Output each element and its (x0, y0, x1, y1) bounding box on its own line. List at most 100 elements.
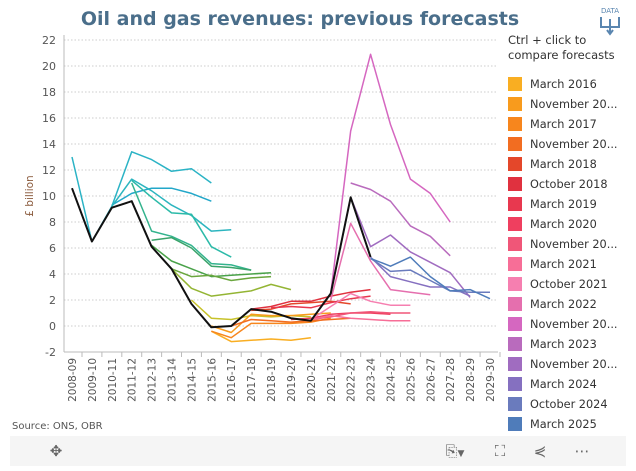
y-tick-label: 16 (42, 112, 56, 125)
fullscreen-icon: ⛶ (494, 442, 506, 460)
legend-swatch (508, 337, 522, 351)
legend-label: March 2018 (530, 157, 597, 171)
series-line-older-forecast (71, 151, 212, 243)
legend-item[interactable]: March 2016 (508, 74, 618, 94)
series-line-march-2024 (370, 256, 471, 297)
legend-item[interactable]: November 20... (508, 134, 618, 154)
legend-label: March 2020 (530, 217, 597, 231)
x-tick-label: 2025-26 (405, 358, 417, 402)
legend-item[interactable]: March 2018 (508, 154, 618, 174)
legend-label: November 20... (530, 237, 618, 251)
legend-label: March 2021 (530, 257, 597, 271)
series-line-november-20- (349, 197, 471, 298)
legend-label: November 20... (530, 317, 618, 331)
legend-swatch (508, 297, 522, 311)
x-tick-label: 2011-12 (127, 358, 139, 402)
x-tick-label: 2026-27 (425, 358, 437, 402)
legend-label: November 20... (530, 137, 618, 151)
legend-label: March 2025 (530, 417, 597, 431)
legend-label: March 2024 (530, 377, 597, 391)
legend-label: November 20... (530, 97, 618, 111)
tableau-logo-icon[interactable]: ✥ (49, 442, 63, 460)
chart-title: Oil and gas revenues: previous forecasts (80, 8, 520, 30)
legend-label: March 2019 (530, 197, 597, 211)
source-note: Source: ONS, OBR (12, 421, 103, 432)
legend-item[interactable]: March 2019 (508, 194, 618, 214)
legend-item[interactable]: March 2022 (508, 294, 618, 314)
x-tick-label: 2027-28 (445, 358, 457, 402)
chevron-down-icon: ▼ (457, 449, 465, 459)
y-axis-label: £ billion (24, 175, 36, 216)
series-line-october-2021 (310, 292, 411, 321)
legend-swatch (508, 217, 522, 231)
legend-swatch (508, 117, 522, 131)
share-icon: ⋞ (533, 442, 547, 460)
series-line-older-forecast (171, 268, 272, 282)
x-tick-label: 2008-09 (67, 358, 79, 402)
legend-swatch (508, 197, 522, 211)
legend-label: March 2016 (530, 77, 597, 91)
legend-swatch (508, 417, 522, 431)
legend-label: October 2018 (530, 177, 608, 191)
legend-swatch (508, 277, 522, 291)
legend-item[interactable]: November 20... (508, 94, 618, 114)
y-tick-label: 8 (49, 216, 56, 229)
y-tick-label: 6 (49, 242, 56, 255)
x-tick-label: 2020-21 (306, 358, 318, 402)
series-line-march-2019 (270, 295, 371, 309)
series-line-march-2016 (210, 330, 311, 343)
x-tick-label: 2016-17 (226, 358, 238, 402)
download-button[interactable]: ⎘▼ (440, 441, 470, 461)
share-button[interactable]: ⋞ (530, 441, 550, 461)
series-line-november-20- (310, 310, 411, 321)
legend-swatch (508, 317, 522, 331)
legend-item[interactable]: November 20... (508, 314, 618, 334)
data-download-button[interactable]: DATA (598, 6, 622, 36)
x-tick-label: 2015-16 (206, 358, 218, 402)
legend-swatch (508, 357, 522, 371)
legend-swatch (508, 237, 522, 251)
x-tick-label: 2010-11 (107, 358, 119, 402)
legend-swatch (508, 137, 522, 151)
series-line-older-forecast (170, 268, 292, 297)
y-tick-label: 20 (42, 60, 56, 73)
legend-swatch (508, 257, 522, 271)
more-icon: ⋯ (574, 442, 590, 460)
toolbar: ✥ ⎘▼ ⛶ ⋞ ⋯ (10, 436, 626, 466)
series-line-march-2025 (370, 256, 491, 300)
legend-hint-line: compare forecasts (508, 48, 615, 62)
legend-swatch (508, 97, 522, 111)
legend-item[interactable]: March 2017 (508, 114, 618, 134)
y-tick-label: -2 (45, 346, 56, 359)
legend-item[interactable]: November 20... (508, 234, 618, 254)
legend-item[interactable]: March 2020 (508, 214, 618, 234)
y-tick-label: 4 (49, 268, 56, 281)
legend-item[interactable]: October 2018 (508, 174, 618, 194)
legend-item[interactable]: March 2024 (508, 374, 618, 394)
x-tick-label: 2023-24 (366, 358, 378, 402)
series-line-older-forecast (111, 187, 212, 206)
legend-hint-line: Ctrl + click to (508, 33, 587, 47)
download-icon: ⎘ (445, 442, 458, 460)
fullscreen-button[interactable]: ⛶ (490, 441, 510, 461)
x-tick-label: 2013-14 (167, 358, 179, 402)
legend-item[interactable]: October 2024 (508, 394, 618, 414)
legend-item[interactable]: November 20... (508, 354, 618, 374)
x-tick-label: 2017-18 (246, 358, 258, 402)
legend-item[interactable]: October 2021 (508, 274, 618, 294)
series-line-older-forecast (131, 179, 232, 258)
series-line-november-20- (231, 317, 351, 327)
more-options-button[interactable]: ⋯ (572, 441, 592, 461)
legend: March 2016 November 20... March 2017 Novemb… (508, 74, 618, 434)
series-line-november-20- (211, 312, 331, 334)
series-line-march-2021 (310, 314, 411, 322)
legend-label: March 2017 (530, 117, 597, 131)
y-tick-label: 10 (42, 190, 56, 203)
y-tick-label: 0 (49, 320, 56, 333)
legend-item[interactable]: March 2025 (508, 414, 618, 434)
series-line-march-2022 (330, 222, 431, 301)
legend-label: November 20... (530, 357, 618, 371)
legend-item[interactable]: March 2023 (508, 334, 618, 354)
x-tick-label: 2024-25 (385, 358, 397, 402)
legend-item[interactable]: March 2021 (508, 254, 618, 274)
